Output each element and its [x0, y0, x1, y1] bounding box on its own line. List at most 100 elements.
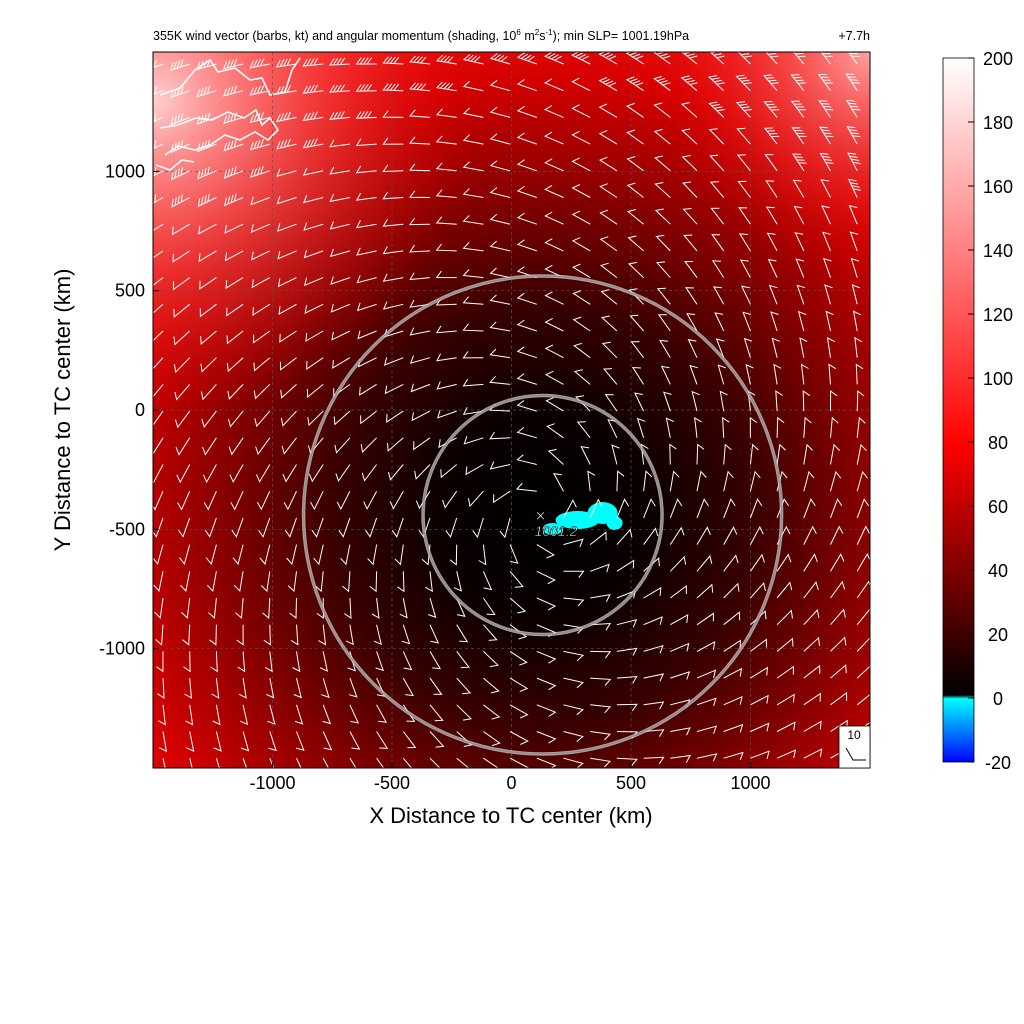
- wind-barb: [435, 189, 457, 198]
- wind-barb: [795, 258, 805, 278]
- wind-barb: [472, 517, 484, 539]
- wind-barb-flag: [177, 141, 180, 150]
- wind-barb: [616, 470, 625, 492]
- wind-barb-flag: [306, 85, 312, 94]
- wind-barb: [226, 357, 244, 373]
- x-axis: -1000 -500 0 500 1000: [249, 762, 771, 793]
- wind-barb: [681, 52, 698, 65]
- wind-barb: [571, 52, 591, 65]
- wind-barb: [153, 250, 164, 259]
- wind-barb-flag: [332, 84, 339, 93]
- wind-barb: [631, 366, 645, 385]
- wind-barb: [670, 727, 691, 736]
- wind-barb-flag: [173, 115, 177, 124]
- wind-barb: [598, 77, 618, 92]
- wind-barb: [223, 170, 244, 179]
- wind-barb: [252, 303, 271, 316]
- wind-barb: [616, 757, 638, 766]
- wind-barb-flag: [253, 168, 258, 177]
- wind-barb: [429, 624, 440, 644]
- wind-barb-flag: [313, 57, 319, 66]
- wind-barb: [157, 678, 165, 700]
- wind-barb: [355, 165, 377, 174]
- wind-barb-flag: [851, 158, 860, 161]
- wind-barb-flag: [253, 141, 258, 149]
- wind-barb-flag: [260, 166, 264, 174]
- wind-barb: [826, 337, 835, 358]
- wind-barb-flag: [256, 86, 261, 94]
- wind-barb-flag: [204, 168, 207, 177]
- wind-barb: [153, 330, 164, 342]
- wind-barb: [251, 277, 271, 289]
- wind-barb: [544, 158, 564, 172]
- wind-barb: [198, 223, 217, 235]
- wind-barb: [544, 52, 564, 65]
- wind-barb: [435, 162, 457, 172]
- wind-barb: [289, 597, 297, 620]
- wind-barb: [803, 608, 820, 626]
- wind-barb: [153, 170, 164, 177]
- wind-barb: [258, 517, 271, 538]
- wind-barb: [483, 651, 499, 668]
- wind-barb-flag: [174, 170, 177, 178]
- wind-barb: [456, 677, 472, 695]
- wind-barb: [749, 470, 761, 492]
- wind-barb: [414, 464, 431, 480]
- wind-barb-flag: [443, 82, 450, 90]
- wind-barb-flag: [493, 54, 501, 60]
- wind-barb: [173, 277, 190, 291]
- wind-barb-flag: [283, 85, 288, 94]
- wind-barb: [489, 431, 511, 440]
- wind-barb: [254, 410, 271, 428]
- wind-barb: [170, 89, 190, 99]
- wind-barb: [544, 238, 564, 252]
- wind-barb-flag: [825, 162, 834, 164]
- center-x-icon: ×: [535, 506, 546, 526]
- wind-barb: [156, 651, 164, 673]
- wind-barb: [489, 375, 511, 385]
- wind-barb: [544, 344, 564, 359]
- wind-barb-flag: [180, 112, 184, 122]
- wind-barb-flag: [659, 53, 668, 57]
- wind-barb: [361, 464, 377, 482]
- wind-barb-flag: [233, 193, 237, 202]
- wind-barb-flag: [180, 86, 184, 95]
- wind-barb: [851, 284, 860, 305]
- wind-barb-flag: [230, 167, 234, 176]
- wind-barb: [670, 613, 689, 626]
- wind-barb: [601, 341, 618, 359]
- wind-barb: [509, 731, 529, 745]
- wind-barb-flag: [716, 82, 725, 85]
- wind-barb: [436, 381, 457, 390]
- wind-barb: [576, 421, 591, 439]
- wind-barb: [626, 182, 644, 198]
- reference-barb-icon: [845, 747, 866, 761]
- wind-barb: [153, 544, 164, 565]
- wind-barb-flag: [203, 86, 207, 95]
- wind-barb: [563, 677, 585, 689]
- wind-barb-flag: [386, 56, 393, 64]
- wind-barb: [238, 678, 247, 699]
- wind-barb: [153, 437, 164, 455]
- wind-barb: [259, 544, 271, 566]
- wind-barb: [409, 244, 431, 253]
- wind-barb: [373, 624, 382, 646]
- wind-barb: [462, 215, 484, 225]
- wind-barb: [599, 183, 618, 198]
- wind-barb: [684, 261, 698, 278]
- wind-barb-flag: [850, 182, 859, 185]
- wind-barb: [765, 206, 778, 225]
- wind-barb-flag: [527, 55, 535, 62]
- y-tick-label: 1000: [105, 161, 145, 181]
- wind-barb: [683, 234, 698, 252]
- wind-barb: [387, 437, 404, 452]
- wind-barb: [456, 704, 473, 721]
- wind-barb: [628, 288, 644, 305]
- wind-barb-flag: [279, 113, 285, 121]
- wind-barb-flag: [797, 55, 806, 58]
- wind-barb: [489, 294, 511, 305]
- wind-barb: [249, 114, 270, 124]
- wind-barb-flag: [602, 78, 611, 83]
- wind-barb: [355, 138, 377, 147]
- y-tick-label: 0: [135, 400, 145, 420]
